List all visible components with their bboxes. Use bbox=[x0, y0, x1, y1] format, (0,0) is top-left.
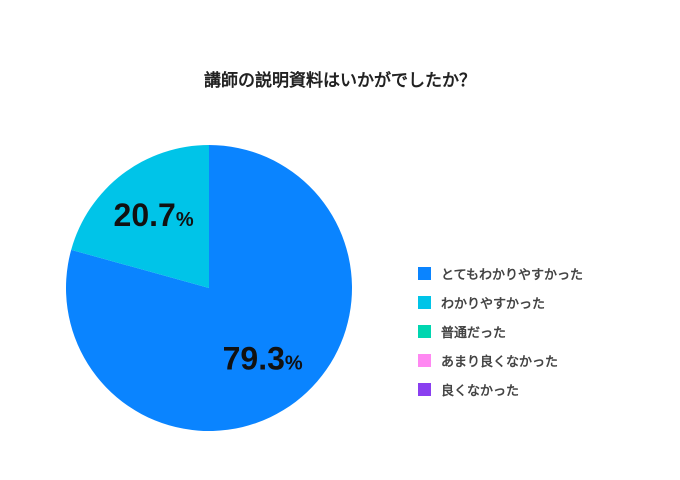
legend-item: あまり良くなかった bbox=[418, 346, 583, 375]
legend-item: 普通だった bbox=[418, 317, 583, 346]
legend-item: わかりやすかった bbox=[418, 288, 583, 317]
legend: とてもわかりやすかった わかりやすかった 普通だった あまり良くなかった 良くな… bbox=[418, 259, 583, 404]
data-label: 20.7% bbox=[114, 197, 194, 233]
legend-swatch bbox=[418, 325, 431, 338]
legend-swatch bbox=[418, 267, 431, 280]
pie-slice bbox=[71, 145, 209, 288]
legend-item: とてもわかりやすかった bbox=[418, 259, 583, 288]
legend-label: 普通だった bbox=[441, 326, 507, 341]
data-label: 79.3% bbox=[223, 341, 303, 377]
legend-label: とてもわかりやすかった bbox=[441, 268, 583, 283]
legend-swatch bbox=[418, 354, 431, 367]
legend-item: 良くなかった bbox=[418, 375, 583, 404]
chart-title: 講師の説明資料はいかがでしたか？ bbox=[204, 71, 476, 91]
legend-label: あまり良くなかった bbox=[441, 355, 559, 370]
legend-swatch bbox=[418, 383, 431, 396]
legend-swatch bbox=[418, 296, 431, 309]
legend-label: 良くなかった bbox=[441, 384, 520, 399]
legend-label: わかりやすかった bbox=[441, 297, 546, 312]
